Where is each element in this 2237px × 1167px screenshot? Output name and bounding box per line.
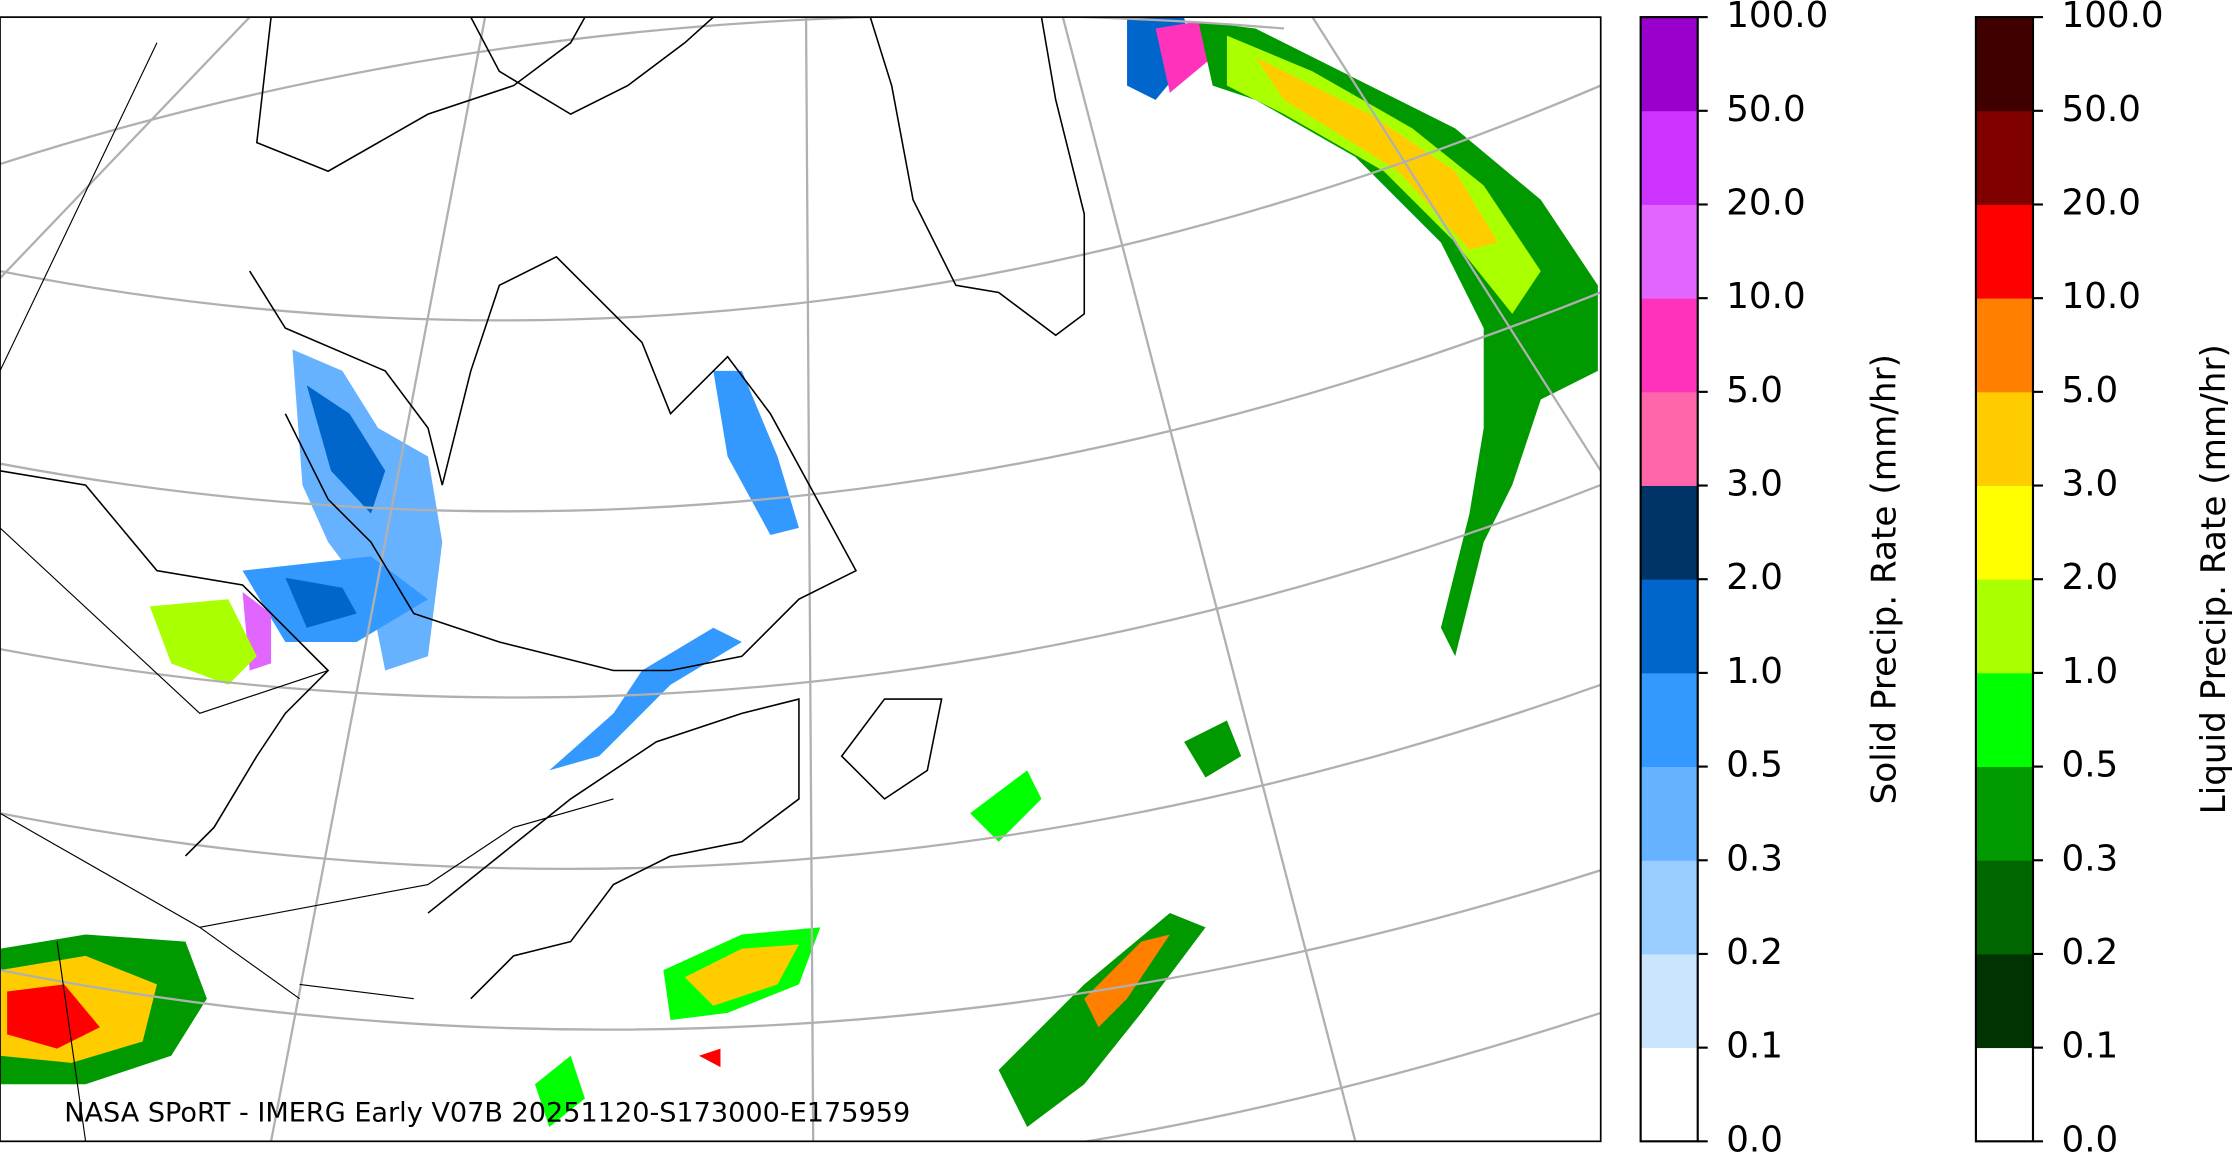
credit: NASA SPoRT - IMERG Early V07B 20251120-S… bbox=[64, 1097, 910, 1128]
color-segment bbox=[1975, 110, 2033, 205]
tick-label: 0.1 bbox=[2062, 1026, 2119, 1067]
color-segment bbox=[1975, 953, 2033, 1049]
coastlines bbox=[0, 17, 1086, 1142]
tick-label: 50.0 bbox=[2062, 89, 2141, 130]
color-segment bbox=[1640, 860, 1698, 955]
map-area bbox=[0, 17, 1601, 1142]
snow-heavy bbox=[1155, 21, 1213, 93]
arctic-islands bbox=[255, 17, 586, 173]
tick-label: 50.0 bbox=[1726, 89, 1805, 130]
color-segment bbox=[1640, 672, 1698, 768]
color-segment bbox=[1640, 1047, 1698, 1142]
parallel bbox=[285, 1011, 1601, 1142]
tick-label: 10.0 bbox=[1726, 276, 1805, 317]
precip-liquid bbox=[0, 21, 1598, 1128]
rain-area bbox=[1184, 720, 1242, 778]
meridian bbox=[1311, 17, 1601, 472]
tick-label: 0.3 bbox=[1726, 838, 1783, 879]
great-lakes-coast bbox=[0, 470, 330, 857]
colorbar-label: Liquid Precip. Rate (mm/hr) bbox=[2194, 344, 2234, 814]
rain-area bbox=[1198, 21, 1598, 657]
tick-label: 5.0 bbox=[1726, 370, 1783, 411]
color-segment bbox=[1640, 298, 1698, 393]
snow-core bbox=[306, 385, 386, 514]
precip-solid bbox=[242, 17, 1213, 771]
parallel bbox=[0, 683, 1601, 870]
tick-label: 0.3 bbox=[2062, 838, 2119, 879]
arctic-islands bbox=[470, 17, 714, 116]
color-segment bbox=[1975, 485, 2033, 580]
color-segment bbox=[1975, 766, 2033, 861]
parallel bbox=[0, 17, 1285, 166]
color-segment bbox=[1975, 298, 2033, 393]
rain-core bbox=[684, 944, 799, 1006]
map-frame bbox=[0, 16, 1602, 1143]
tick-label: 1.0 bbox=[2062, 651, 2119, 692]
color-segment bbox=[1640, 110, 1698, 205]
color-segment bbox=[1975, 672, 2033, 768]
tick-label: 20.0 bbox=[1726, 182, 1805, 223]
tick-label: 5.0 bbox=[2062, 370, 2119, 411]
parallel bbox=[0, 483, 1601, 699]
tick-label: 1.0 bbox=[1726, 651, 1783, 692]
tick-label: 3.0 bbox=[1726, 464, 1783, 505]
tick-label: 0.5 bbox=[2062, 745, 2119, 786]
color-segment bbox=[1640, 953, 1698, 1049]
colorbar: 0.0 0.1 0.2 0.3 0.5 1.0 2.0 3.0 5.0 10.0 20.0 50.0 1… bbox=[1974, 0, 2234, 1160]
tick-label: 20.0 bbox=[2062, 182, 2141, 223]
color-segment bbox=[1975, 860, 2033, 955]
hudson-quebec-coast bbox=[249, 255, 858, 672]
meridian bbox=[1061, 17, 1357, 1142]
graticule bbox=[0, 17, 1601, 1142]
tick-label: 0.0 bbox=[1726, 1119, 1783, 1160]
color-segment bbox=[1975, 1047, 2033, 1142]
color-segment bbox=[1975, 204, 2033, 299]
tick-label: 3.0 bbox=[2062, 464, 2119, 505]
tick-label: 0.0 bbox=[2062, 1119, 2119, 1160]
parallel bbox=[0, 291, 1601, 513]
snow-area bbox=[549, 627, 742, 771]
rain-area bbox=[535, 1055, 585, 1128]
color-segment bbox=[1975, 579, 2033, 674]
parallel bbox=[0, 84, 1601, 322]
tick-label: 2.0 bbox=[2062, 557, 2119, 598]
tick-label: 100.0 bbox=[2062, 0, 2164, 36]
tick-label: 0.2 bbox=[2062, 932, 2119, 973]
color-segment bbox=[1640, 579, 1698, 674]
color-segment bbox=[1975, 391, 2033, 486]
snow-core bbox=[285, 577, 357, 628]
tick-label: 10.0 bbox=[2062, 276, 2141, 317]
parallel bbox=[0, 869, 1601, 1031]
tick-label: 0.1 bbox=[1726, 1026, 1783, 1067]
newfoundland bbox=[840, 698, 943, 800]
color-segment bbox=[1640, 766, 1698, 861]
tick-label: 100.0 bbox=[1726, 0, 1828, 36]
tick-label: 0.2 bbox=[1726, 932, 1783, 973]
color-segment bbox=[1640, 485, 1698, 580]
tick-label: 0.5 bbox=[1726, 745, 1783, 786]
rain-heavy bbox=[7, 984, 100, 1049]
rain-area bbox=[970, 770, 1042, 842]
greenland-coast bbox=[869, 17, 1086, 337]
meridian bbox=[804, 17, 815, 1142]
rain-area bbox=[149, 599, 257, 685]
colorbars: 0.0 0.1 0.2 0.3 0.5 1.0 2.0 3.0 5.0 10.0 20.0 50.0 1… bbox=[1639, 0, 2234, 1160]
atlantic-coast bbox=[427, 698, 800, 1000]
snow-area bbox=[713, 370, 799, 535]
colorbar: 0.0 0.1 0.2 0.3 0.5 1.0 2.0 3.0 5.0 10.0 20.0 50.0 1… bbox=[1639, 0, 1905, 1160]
rain-core bbox=[1084, 934, 1170, 1028]
tick-label: 2.0 bbox=[1726, 557, 1783, 598]
rain-heavy bbox=[699, 1048, 721, 1068]
color-segment bbox=[1640, 17, 1698, 112]
color-segment bbox=[1640, 391, 1698, 486]
meridian bbox=[0, 17, 251, 279]
political-borders bbox=[0, 42, 614, 1142]
rain-core bbox=[1255, 57, 1498, 250]
colorbar-label: Solid Precip. Rate (mm/hr) bbox=[1865, 354, 1905, 804]
color-segment bbox=[1640, 204, 1698, 299]
color-segment bbox=[1975, 17, 2033, 112]
meridian bbox=[269, 17, 487, 1142]
